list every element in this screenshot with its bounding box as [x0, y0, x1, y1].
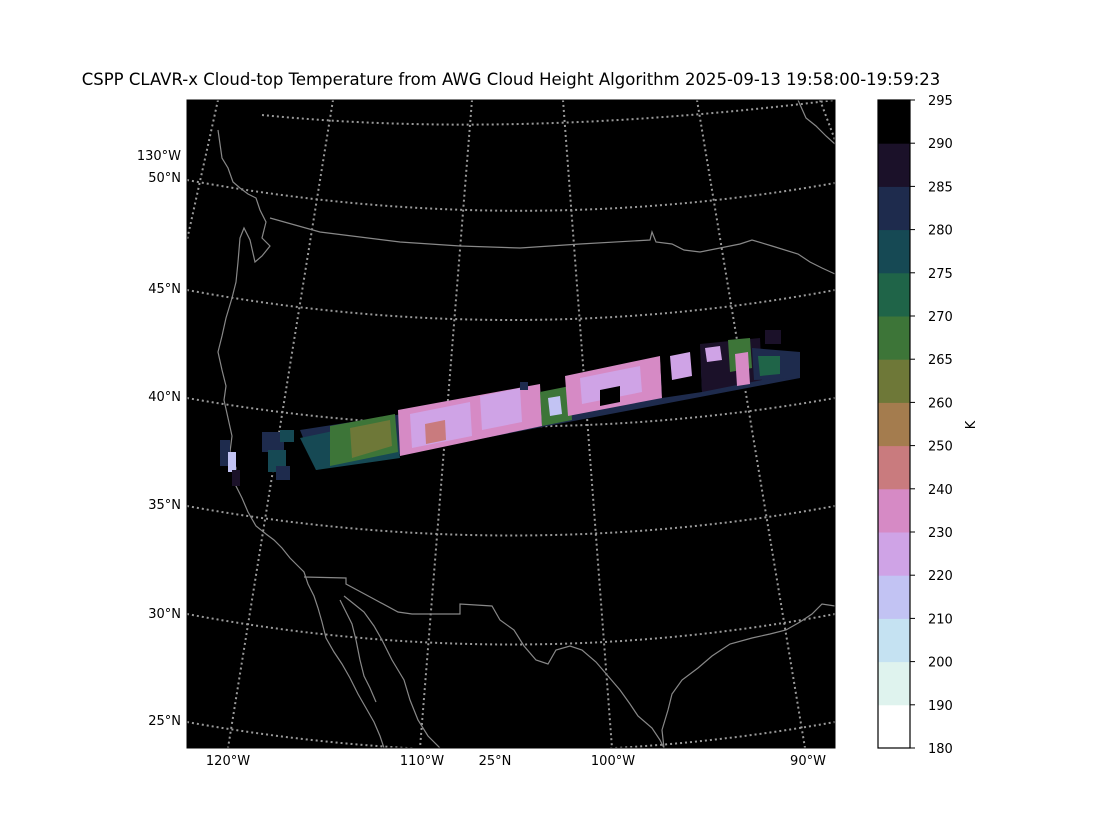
- colorbar-segment: [878, 186, 910, 231]
- colorbar-segment: [878, 661, 910, 706]
- coastlines-and-borders: [217, 100, 835, 748]
- colorbar-tick-label: 270: [928, 310, 953, 325]
- label-35n: 35°N: [148, 498, 181, 513]
- colorbar-frame: [877, 99, 911, 749]
- figure-title: CSPP CLAVR-x Cloud-top Temperature from …: [81, 70, 941, 89]
- colorbar: [878, 100, 910, 749]
- colorbar-segment: [878, 445, 910, 490]
- colorbar-tick-label: 200: [928, 656, 953, 671]
- colorbar-tick-label: 285: [928, 180, 953, 195]
- colorbar-segment: [878, 316, 910, 360]
- colorbar-tick-label: 290: [928, 137, 953, 152]
- colorbar-tick-label: 280: [928, 224, 953, 239]
- label-120w: 120°W: [206, 754, 250, 769]
- label-130w: 130°W: [137, 149, 181, 164]
- label-bottom-25n: 25°N: [479, 754, 512, 769]
- colorbar-tick-label: 180: [928, 742, 953, 757]
- label-90w: 90°W: [790, 754, 826, 769]
- label-100w: 100°W: [591, 754, 635, 769]
- colorbar-segment: [878, 100, 910, 144]
- colorbar-tick-label: 210: [928, 612, 953, 627]
- colorbar-tick-label: 250: [928, 440, 953, 455]
- colorbar-tick-label: 220: [928, 569, 953, 584]
- colorbar-unit-label: K: [964, 420, 979, 429]
- label-45n: 45°N: [148, 282, 181, 297]
- colorbar-tick-label: 240: [928, 483, 953, 498]
- colorbar-tick-label: 260: [928, 396, 953, 411]
- label-25n: 25°N: [148, 714, 181, 729]
- label-40n: 40°N: [148, 390, 181, 405]
- colorbar-segment: [878, 532, 910, 576]
- label-110w: 110°W: [400, 754, 444, 769]
- colorbar-segment: [878, 229, 910, 274]
- colorbar-segment: [878, 143, 910, 187]
- colorbar-segment: [878, 272, 910, 317]
- label-30n: 30°N: [148, 607, 181, 622]
- colorbar-segment: [878, 575, 910, 619]
- colorbar-tick-label: 230: [928, 526, 953, 541]
- cloud-swath: [220, 330, 800, 486]
- colorbar-segment: [878, 618, 910, 663]
- colorbar-segment: [878, 402, 910, 447]
- map-frame: [186, 99, 836, 749]
- colorbar-segment: [878, 359, 910, 403]
- colorbar-segment: [878, 704, 910, 749]
- colorbar-segment: [878, 488, 910, 533]
- colorbar-ticks: 180 190 200 210 220 230 240 250 260 265 270 275 280 2…: [910, 94, 953, 757]
- colorbar-tick-label: 190: [928, 699, 953, 714]
- colorbar-tick-label: 295: [928, 94, 953, 109]
- label-50n: 50°N: [148, 171, 181, 186]
- colorbar-tick-label: 275: [928, 267, 953, 282]
- colorbar-tick-label: 265: [928, 353, 953, 368]
